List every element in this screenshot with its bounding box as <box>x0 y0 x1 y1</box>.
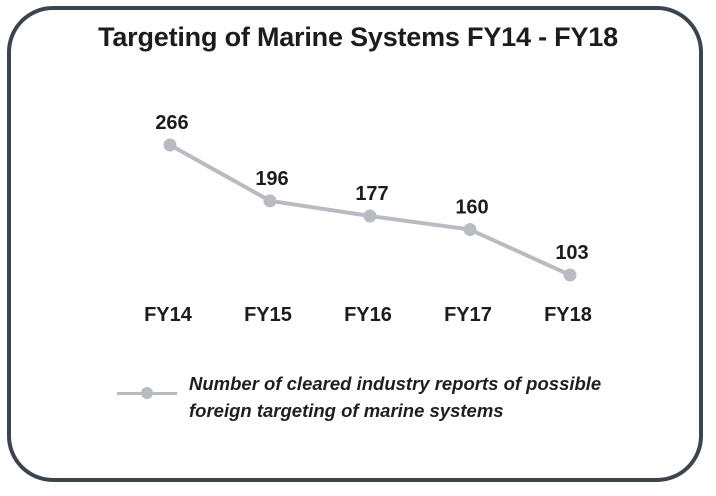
x-tick-label: FY16 <box>344 304 392 326</box>
series-layer <box>163 138 577 282</box>
data-label: 160 <box>455 197 488 219</box>
legend-label: Number of cleared industry reports of po… <box>189 373 602 421</box>
labels-layer: 266 196 177 160 103 <box>155 112 588 264</box>
data-point <box>363 209 377 223</box>
data-point <box>563 268 577 282</box>
x-tick-label: FY15 <box>244 304 292 326</box>
x-tick-label: FY18 <box>544 304 592 326</box>
chart-title: Targeting of Marine Systems FY14 - FY18 <box>98 22 618 52</box>
chart-frame <box>7 6 703 482</box>
data-point <box>263 194 277 208</box>
data-point <box>463 223 477 237</box>
x-tick-label: FY17 <box>444 304 492 326</box>
data-label: 196 <box>255 168 288 190</box>
legend: Number of cleared industry reports of po… <box>117 370 677 430</box>
x-tick-label: FY14 <box>144 304 193 326</box>
data-label: 266 <box>155 112 188 134</box>
legend-dot-marker <box>141 387 153 399</box>
legend-swatch <box>117 386 177 400</box>
x-tick-labels: FY14 FY15 FY16 FY17 FY18 <box>144 304 592 326</box>
data-point <box>163 138 177 152</box>
data-label: 103 <box>555 242 588 264</box>
data-label: 177 <box>355 183 388 205</box>
